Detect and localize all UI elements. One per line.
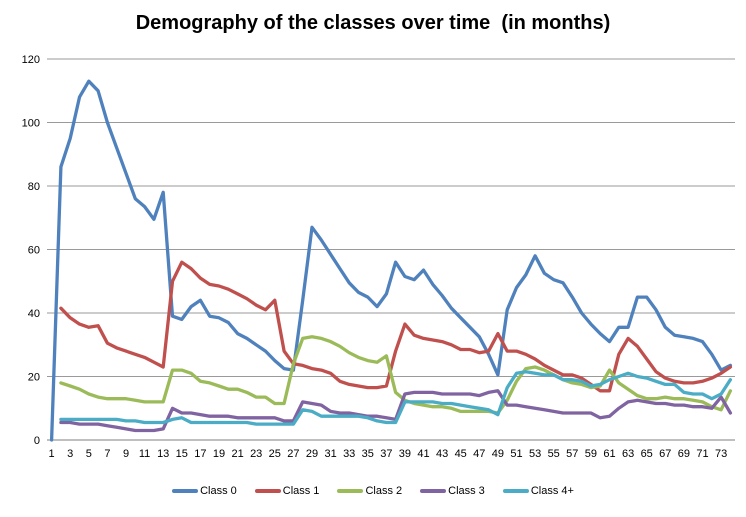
x-tick-label: 59: [585, 448, 597, 460]
chart-title: Demography of the classes over time (in …: [135, 12, 611, 34]
x-tick-label: 73: [715, 448, 727, 460]
x-tick-label: 35: [362, 448, 374, 460]
legend-item-class-3[interactable]: Class 3: [420, 485, 485, 497]
legend-label: Class 2: [365, 485, 403, 497]
x-tick-label: 71: [696, 448, 708, 460]
x-tick-label: 39: [399, 448, 411, 460]
x-tick-label: 1: [49, 448, 55, 460]
legend-label: Class 0: [200, 485, 237, 497]
x-tick-label: 13: [157, 448, 169, 460]
x-tick-label: 31: [324, 448, 336, 460]
x-tick-label: 53: [529, 448, 541, 460]
y-tick-label: 40: [28, 308, 40, 320]
legend-label: Class 4+: [530, 485, 574, 497]
y-tick-label: 20: [28, 372, 40, 384]
legend-line-swatch: [502, 489, 529, 493]
x-tick-label: 67: [659, 448, 671, 460]
y-tick-label: 0: [34, 435, 40, 447]
series-line-class-2[interactable]: [59, 335, 733, 415]
x-tick-label: 69: [678, 448, 690, 460]
x-tick-label: 63: [622, 448, 634, 460]
x-tick-label: 61: [603, 448, 615, 460]
x-tick-label: 33: [343, 448, 355, 460]
series-line-class-0[interactable]: [49, 79, 733, 442]
series-line-class-3[interactable]: [59, 389, 733, 433]
x-tick-label: 55: [548, 448, 560, 460]
x-tick-label: 3: [67, 448, 73, 460]
x-tick-label: 17: [194, 448, 206, 460]
x-tick-label: 49: [492, 448, 504, 460]
x-tick-label: 65: [641, 448, 653, 460]
legend-item-class-1[interactable]: Class 1: [254, 485, 320, 497]
x-tick-label: 15: [176, 448, 188, 460]
legend: Class 0 Class 1 Class 2 Class 3 Class 4+: [0, 485, 746, 497]
x-tick-label: 5: [86, 448, 92, 460]
y-tick-label: 120: [22, 54, 40, 66]
legend-label: Class 1: [282, 485, 320, 497]
legend-item-class-0[interactable]: Class 0: [172, 485, 237, 497]
x-tick-label: 9: [123, 448, 129, 460]
x-tick-label: 25: [269, 448, 281, 460]
x-tick-label: 43: [436, 448, 448, 460]
x-tick-label: 21: [231, 448, 243, 460]
y-tick-label: 80: [28, 181, 40, 193]
x-tick-label: 51: [510, 448, 522, 460]
y-tick-label: 60: [28, 245, 40, 257]
legend-line-swatch: [337, 489, 364, 493]
legend-line-swatch: [254, 489, 281, 493]
x-tick-label: 27: [287, 448, 299, 460]
series-line-class-1[interactable]: [59, 260, 733, 393]
x-tick-label: 41: [417, 448, 429, 460]
x-tick-label: 47: [473, 448, 485, 460]
x-tick-label: 29: [306, 448, 318, 460]
y-tick-label: 100: [22, 118, 40, 130]
legend-item-class-4plus[interactable]: Class 4+: [502, 485, 574, 497]
x-tick-label: 37: [380, 448, 392, 460]
legend-label: Class 3: [448, 485, 485, 497]
x-tick-label: 7: [104, 448, 110, 460]
legend-item-class-2[interactable]: Class 2: [337, 485, 402, 497]
legend-line-swatch: [172, 489, 199, 493]
x-tick-label: 45: [455, 448, 467, 460]
x-tick-label: 23: [250, 448, 262, 460]
series-line-class-4plus[interactable]: [59, 370, 733, 426]
x-tick-label: 57: [566, 448, 578, 460]
x-tick-label: 11: [139, 448, 150, 460]
x-tick-label: 19: [213, 448, 225, 460]
legend-line-swatch: [420, 489, 447, 493]
